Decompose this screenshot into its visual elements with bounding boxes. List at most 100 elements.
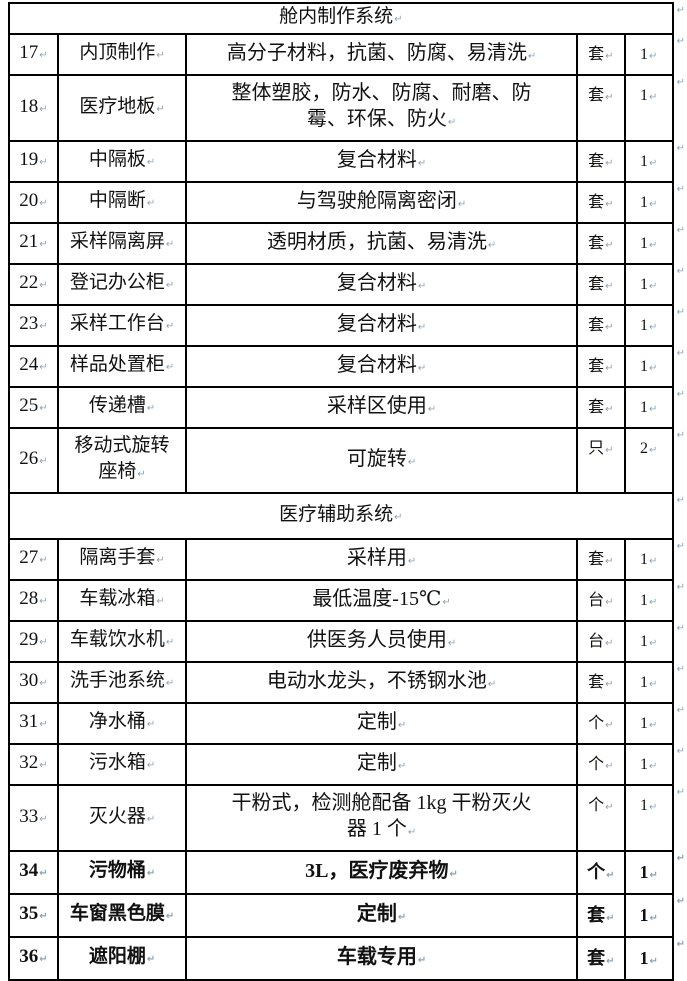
spec-text: 供医务人员使用: [306, 628, 447, 651]
item-name-cell: 遮阳棚↵: [56, 936, 188, 981]
cell-mark-icon: ↵: [648, 597, 658, 608]
qty-cell: 1↵: [623, 784, 674, 852]
cell-mark-icon: ↵: [397, 911, 407, 923]
spec-cell: 复合材料↵: [185, 345, 578, 388]
spec-cell: 复合材料↵: [185, 263, 578, 306]
item-name: 医疗地板: [79, 95, 156, 117]
qty-cell: 1↵: [623, 702, 674, 745]
cell-mark-icon: ↵: [605, 322, 614, 333]
row-end-mark-icon: ↵: [676, 77, 685, 88]
item-name: 隔离手套: [79, 547, 156, 568]
qty-text: 1: [639, 633, 648, 650]
cell-mark-icon: ↵: [605, 404, 614, 415]
unit-text: 台: [588, 592, 605, 609]
row-number: 29: [19, 629, 39, 650]
row-number: 24: [19, 354, 39, 375]
cell-mark-icon: ↵: [447, 117, 457, 128]
cell-mark-icon: ↵: [146, 719, 156, 730]
cell-mark-icon: ↵: [457, 198, 467, 210]
table-row: 35↵ 车窗黑色膜↵ 定制↵ 套↵ 1↵ ↵: [8, 893, 686, 938]
item-name-cell: 中隔断↵: [56, 181, 188, 224]
spec-text: 高分子材料，抗菌、防腐、易清洗: [226, 41, 527, 64]
cell-mark-icon: ↵: [165, 637, 175, 648]
cell-mark-icon: ↵: [487, 239, 497, 251]
spec-cell: 透明材质，抗菌、易清洗↵: [185, 222, 578, 265]
spec-text: 车载专用: [336, 945, 417, 968]
item-name-cell: 车窗黑色膜↵: [56, 893, 188, 938]
cell-mark-icon: ↵: [527, 50, 537, 62]
unit-cell: 套↵: [575, 538, 626, 581]
row-number-cell: 17↵: [8, 33, 59, 76]
row-end-mark-icon: ↵: [676, 896, 685, 907]
row-number-cell: 26↵: [8, 427, 59, 494]
unit-text: 个: [588, 715, 605, 732]
spec-text: 复合材料: [336, 312, 417, 335]
row-end-mark-icon: ↵: [676, 5, 685, 16]
row-end-gutter: ↵: [673, 141, 686, 182]
cell-mark-icon: ↵: [648, 556, 658, 567]
row-number-cell: 34↵: [8, 850, 59, 895]
cell-mark-icon: ↵: [39, 637, 48, 648]
row-end-gutter: ↵: [673, 662, 686, 703]
cell-mark-icon: ↵: [605, 363, 614, 374]
item-name-cell: 车载饮水机↵: [56, 620, 188, 663]
unit-text: 台: [588, 633, 605, 650]
cell-mark-icon: ↵: [39, 456, 48, 467]
row-end-mark-icon: ↵: [676, 939, 685, 950]
qty-text: 1: [639, 756, 648, 773]
qty-cell: 1↵: [623, 386, 674, 429]
unit-cell: 套↵: [575, 661, 626, 704]
cell-mark-icon: ↵: [165, 239, 175, 250]
cell-mark-icon: ↵: [427, 403, 437, 415]
row-number-cell: 32↵: [8, 743, 59, 786]
table-row: 20↵ 中隔断↵ 与驾驶舱隔离密闭↵ 套↵ 1↵ ↵: [8, 181, 686, 224]
row-number: 28: [19, 588, 39, 609]
row-end-mark-icon: ↵: [676, 389, 685, 400]
cell-mark-icon: ↵: [146, 868, 156, 879]
cell-mark-icon: ↵: [156, 596, 165, 607]
row-number: 36: [19, 946, 39, 967]
item-name: 采样工作台: [69, 313, 165, 334]
table-row: 30↵ 洗手池系统↵ 电动水龙头，不锈钢水池↵ 套↵ 1↵ ↵: [8, 661, 686, 704]
cell-mark-icon: ↵: [165, 321, 175, 332]
row-end-mark-icon: ↵: [676, 143, 685, 154]
qty-text: 2: [639, 440, 648, 457]
spec-text: 定制: [356, 902, 397, 925]
qty-cell: 1↵: [623, 620, 674, 663]
table-row: 23↵ 采样工作台↵ 复合材料↵ 套↵ 1↵ ↵: [8, 304, 686, 347]
table-row: 31↵ 净水桶↵ 定制↵ 个↵ 1↵ ↵: [8, 702, 686, 745]
cell-mark-icon: ↵: [648, 322, 658, 333]
cell-mark-icon: ↵: [146, 813, 156, 825]
cell-mark-icon: ↵: [156, 555, 165, 566]
row-end-gutter: ↵: [673, 387, 686, 428]
unit-text: 套: [588, 153, 605, 170]
row-number-cell: 31↵: [8, 702, 59, 745]
qty-cell: 1↵: [623, 345, 674, 388]
cell-mark-icon: ↵: [394, 14, 403, 25]
cell-mark-icon: ↵: [648, 240, 658, 251]
unit-cell: 只↵: [575, 427, 626, 494]
spec-cell: 定制↵: [185, 893, 578, 938]
item-name-cell: 车载冰箱↵: [56, 579, 188, 622]
unit-text: 套: [588, 674, 605, 691]
cell-mark-icon: ↵: [648, 720, 658, 731]
unit-cell: 台↵: [575, 579, 626, 622]
cell-mark-icon: ↵: [648, 158, 658, 169]
unit-text: 套: [587, 948, 606, 968]
cell-mark-icon: ↵: [606, 913, 615, 924]
unit-cell: 套↵: [575, 263, 626, 306]
qty-text: 1: [639, 674, 648, 691]
qty-cell: 1↵: [623, 850, 674, 895]
cell-mark-icon: ↵: [649, 913, 658, 924]
qty-text: 1: [639, 235, 648, 252]
item-name: 车载冰箱: [79, 588, 156, 609]
item-name: 登记办公柜: [69, 272, 165, 293]
cell-mark-icon: ↵: [39, 954, 48, 965]
spec-text: 复合材料: [336, 148, 417, 171]
row-end-gutter: ↵: [673, 851, 686, 894]
qty-cell: 1↵: [623, 140, 674, 183]
cell-mark-icon: ↵: [649, 956, 658, 967]
qty-text: 1: [639, 194, 648, 211]
cell-mark-icon: ↵: [146, 403, 156, 414]
cell-mark-icon: ↵: [39, 157, 48, 168]
